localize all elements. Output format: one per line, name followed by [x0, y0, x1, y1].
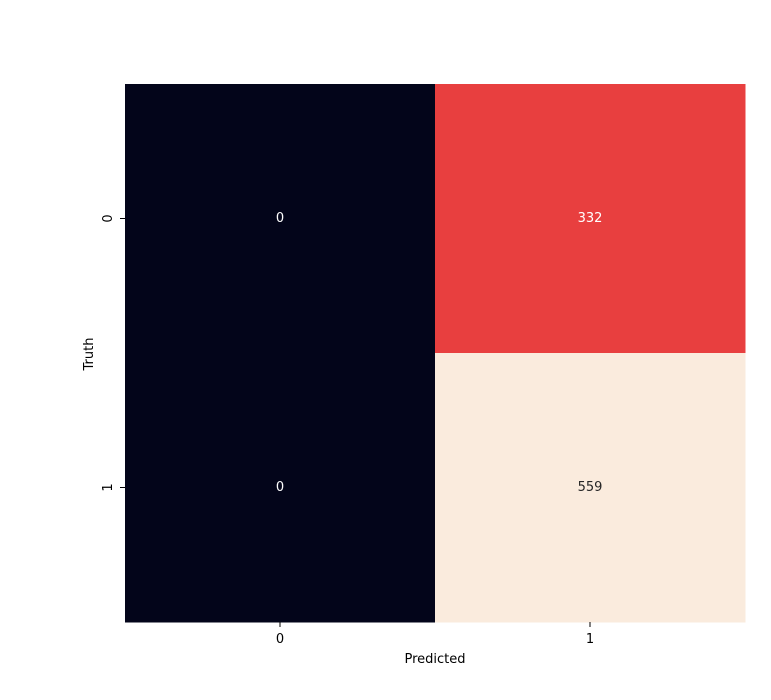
- heatmap-cell: [125, 353, 436, 623]
- heatmap-cell-value: 0: [276, 480, 284, 495]
- heatmap-cell-value: 559: [578, 480, 603, 495]
- y-tick-label: 0: [101, 214, 116, 222]
- heatmap-cell: [125, 84, 436, 354]
- heatmap-cell-labels: 0 332 0 559: [276, 211, 603, 495]
- y-axis-label: Truth: [82, 338, 97, 372]
- heatmap-cell: [435, 353, 746, 623]
- y-tick-label: 1: [101, 483, 116, 491]
- x-axis-label: Predicted: [404, 652, 465, 667]
- heatmap-cell: [435, 84, 746, 354]
- x-tick-label: 1: [586, 632, 594, 647]
- heatmap-cell-value: 0: [276, 211, 284, 226]
- heatmap-cell-value: 332: [578, 211, 603, 226]
- heatmap-cells: [125, 84, 746, 623]
- y-axis-ticks: 01: [101, 214, 125, 492]
- x-tick-label: 0: [276, 632, 284, 647]
